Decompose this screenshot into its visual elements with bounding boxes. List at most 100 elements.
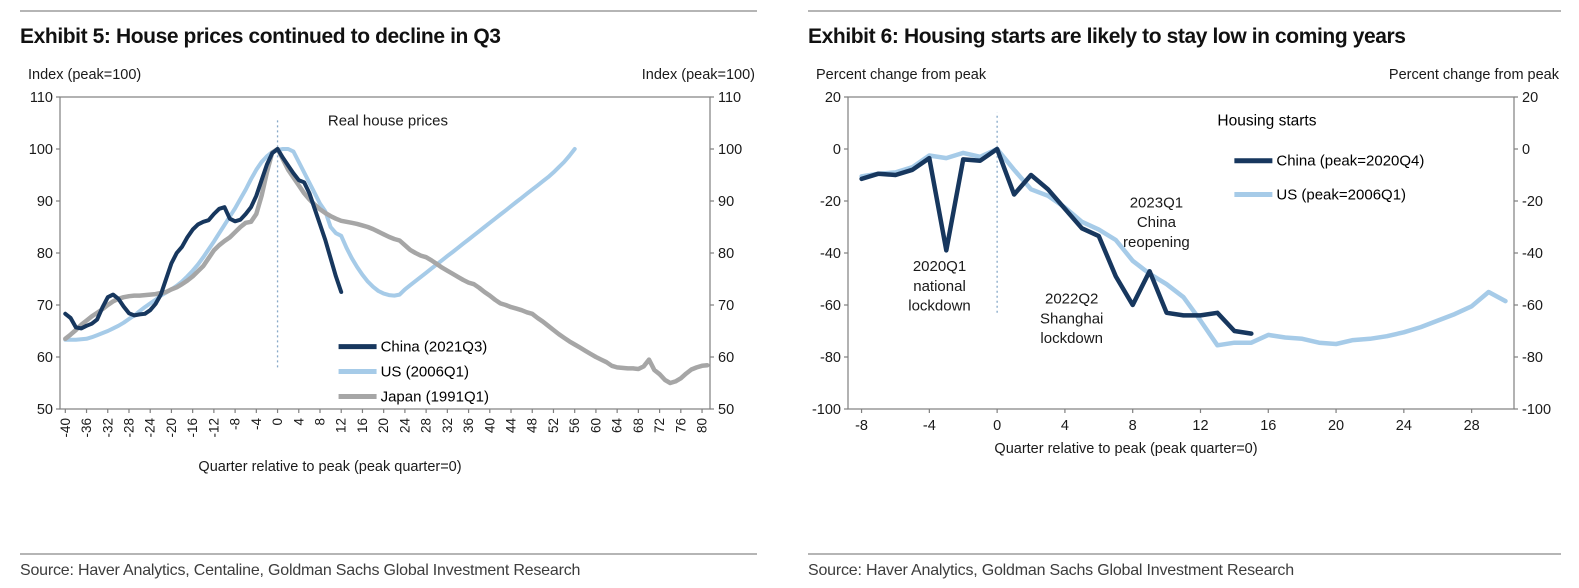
x-axis-tick-label: 24 xyxy=(397,418,412,434)
x-axis-tick-label: 52 xyxy=(546,418,561,433)
y-axis-tick-label-right: 50 xyxy=(718,402,734,418)
exhibit-6-chart-box: Percent change from peak Percent change f… xyxy=(808,63,1561,483)
x-axis-tick-label: -36 xyxy=(79,418,94,438)
annotation-2022q2-shanghai-lockdown: lockdown xyxy=(1040,330,1103,347)
exhibit-5-title: Exhibit 5: House prices continued to dec… xyxy=(20,25,501,48)
y-axis-tick-label-left: -20 xyxy=(820,194,841,210)
exhibit-6-panel: Exhibit 6: Housing starts are likely to … xyxy=(808,10,1561,580)
y-axis-tick-label-right: 110 xyxy=(718,90,741,106)
x-axis-tick-label: 28 xyxy=(1464,418,1480,434)
x-axis-tick-label: -28 xyxy=(121,418,136,438)
line-china-2021q3 xyxy=(63,147,344,331)
legend-label-china-2021q3: China (2021Q3) xyxy=(381,339,488,356)
x-axis-tick-label: 20 xyxy=(1328,418,1344,434)
line-us-peak-2006q1 xyxy=(859,146,1508,348)
x-axis-title: Quarter relative to peak (peak quarter=0… xyxy=(994,441,1257,457)
y-axis-tick-label-right: 70 xyxy=(718,298,734,314)
x-axis-tick-label: 16 xyxy=(355,418,370,433)
x-axis-tick-label: 68 xyxy=(631,418,646,433)
x-axis-tick-label: 4 xyxy=(291,418,306,426)
x-axis-tick-label: -24 xyxy=(143,418,158,438)
x-axis-tick-label: 12 xyxy=(334,418,349,433)
exhibit-6-chart: Percent change from peak Percent change f… xyxy=(812,67,1560,457)
x-axis-tick-label: 36 xyxy=(461,418,476,433)
y-axis-tick-label-left: 50 xyxy=(37,402,53,418)
x-axis-tick-label: 44 xyxy=(504,418,519,434)
top-divider-rule xyxy=(20,10,757,12)
right-axis-header: Percent change from peak xyxy=(1389,67,1560,83)
line-china-peak-2020q4 xyxy=(859,146,1254,336)
y-axis-tick-label-left: -100 xyxy=(812,402,841,418)
x-axis-tick-label: 60 xyxy=(588,418,603,433)
left-axis-header: Percent change from peak xyxy=(816,67,987,83)
x-axis-tick-label: -32 xyxy=(100,418,115,438)
x-axis-tick-label: 8 xyxy=(313,418,328,426)
y-axis-tick-label-right: 90 xyxy=(718,194,734,210)
bottom-divider-rule xyxy=(808,553,1561,555)
x-axis-tick-label: 48 xyxy=(525,418,540,433)
y-axis-tick-label-left: 110 xyxy=(30,90,53,106)
legend-label-us-peak-2006q1: US (peak=2006Q1) xyxy=(1276,187,1406,204)
y-axis-tick-label-left: 60 xyxy=(37,350,53,366)
x-axis-tick-label: 28 xyxy=(419,418,434,433)
right-axis-header: Index (peak=100) xyxy=(642,67,755,83)
exhibit-5-panel: Exhibit 5: House prices continued to dec… xyxy=(20,10,757,580)
x-axis-tick-label: -20 xyxy=(164,418,179,438)
x-axis-tick-label: -16 xyxy=(185,418,200,438)
x-axis-tick-label: -8 xyxy=(228,418,243,430)
line-us-2006q1 xyxy=(63,147,577,342)
y-axis-tick-label-left: 20 xyxy=(825,90,841,106)
y-axis-tick-label-right: -80 xyxy=(1522,350,1543,366)
y-axis-tick-label-left: 70 xyxy=(37,298,53,314)
annotation-2022q2-shanghai-lockdown: 2022Q2 xyxy=(1045,291,1098,308)
y-axis-tick-label-left: 100 xyxy=(29,142,53,158)
y-axis-tick-label-right: -60 xyxy=(1522,298,1543,314)
y-axis-tick-label-right: 60 xyxy=(718,350,734,366)
exhibit-6-title: Exhibit 6: Housing starts are likely to … xyxy=(808,25,1406,48)
y-axis-tick-label-right: 0 xyxy=(1522,142,1530,158)
x-axis-tick-label: 4 xyxy=(1061,418,1069,434)
plot-border xyxy=(847,96,1515,410)
y-axis-tick-label-right: 100 xyxy=(718,142,742,158)
annotation-2020q1-national-lockdown: lockdown xyxy=(908,298,971,315)
y-axis-tick-label-right: -40 xyxy=(1522,246,1543,262)
line-japan-1991q1 xyxy=(63,146,710,386)
exhibit-5-chart-box: Index (peak=100) Index (peak=100) 50 50 60 60… xyxy=(20,63,757,483)
x-axis-tick-label: 80 xyxy=(695,418,710,433)
annotation-2022q2-shanghai-lockdown: Shanghai xyxy=(1040,310,1103,327)
x-axis-tick-label: 24 xyxy=(1396,418,1412,434)
annotation-2020q1-national-lockdown: national xyxy=(913,278,966,295)
x-axis-tick-label: -40 xyxy=(58,418,73,438)
legend-label-us-2006q1: US (2006Q1) xyxy=(381,364,469,381)
y-axis-tick-label-right: -100 xyxy=(1522,402,1551,418)
y-axis-tick-label-left: -60 xyxy=(820,298,841,314)
exhibit-6-source: Source: Haver Analytics, Goldman Sachs G… xyxy=(808,562,1294,579)
x-axis-tick-label: -12 xyxy=(206,418,221,438)
y-axis-tick-label-left: -40 xyxy=(820,246,841,262)
x-axis-tick-label: 64 xyxy=(610,418,625,434)
top-divider-rule xyxy=(808,10,1561,12)
exhibit-5-chart: Index (peak=100) Index (peak=100) 50 50 60 60… xyxy=(28,67,755,475)
x-axis-tick-label: 8 xyxy=(1129,418,1137,434)
exhibit-5-source: Source: Haver Analytics, Centaline, Gold… xyxy=(20,562,581,579)
x-axis-tick-label: 16 xyxy=(1260,418,1276,434)
x-axis-tick-label: -4 xyxy=(249,418,264,430)
legend-label-china-peak-2020q4: China (peak=2020Q4) xyxy=(1276,153,1424,170)
y-axis-tick-label-right: -20 xyxy=(1522,194,1543,210)
y-axis-tick-label-left: 0 xyxy=(833,142,841,158)
annotation-2020q1-national-lockdown: 2020Q1 xyxy=(913,258,966,275)
x-axis-tick-label: -4 xyxy=(923,418,936,434)
x-axis-tick-label: 0 xyxy=(270,418,285,426)
y-axis-tick-label-right: 80 xyxy=(718,246,734,262)
x-axis-tick-label: 20 xyxy=(376,418,391,433)
x-axis-tick-label: 76 xyxy=(673,418,688,433)
left-axis-header: Index (peak=100) xyxy=(28,67,141,83)
x-axis-tick-label: 32 xyxy=(440,418,455,433)
y-axis-tick-label-left: -80 xyxy=(820,350,841,366)
bottom-divider-rule xyxy=(20,553,757,555)
legend-label-japan-1991q1: Japan (1991Q1) xyxy=(381,389,489,406)
x-axis-tick-label: -8 xyxy=(855,418,868,434)
x-axis-tick-label: 72 xyxy=(652,418,667,433)
annotation-2023q1-china-reopening: reopening xyxy=(1123,234,1190,251)
